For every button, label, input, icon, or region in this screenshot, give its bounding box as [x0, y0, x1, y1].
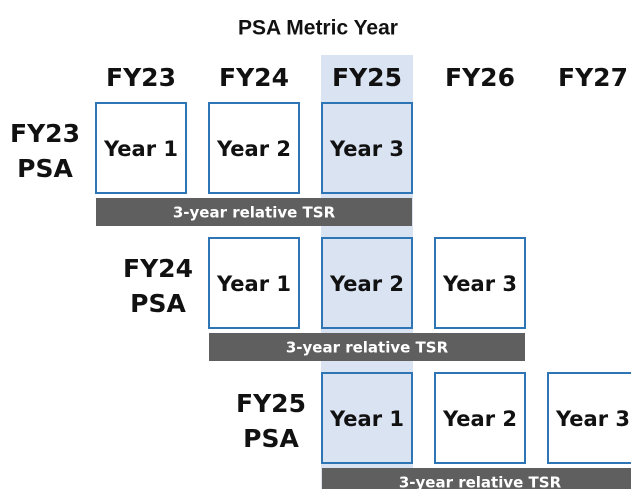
row-label: FY24: [123, 254, 193, 283]
row-label: PSA: [130, 289, 186, 318]
year-box: [434, 372, 526, 464]
year-label: Year 2: [216, 137, 291, 161]
title: PSA Metric Year: [238, 17, 398, 40]
tsr-label: 3-year relative TSR: [173, 204, 336, 222]
column-header: FY23: [106, 63, 176, 92]
tsr-label: 3-year relative TSR: [399, 474, 562, 489]
tsr-bar: [96, 198, 412, 226]
row-label: PSA: [243, 424, 299, 453]
year-label: Year 3: [329, 137, 404, 161]
row-label: FY25: [236, 389, 306, 418]
year-box: [321, 372, 413, 464]
tsr-bar: [322, 468, 631, 489]
column-header: FY27: [558, 63, 628, 92]
year-label: Year 1: [216, 272, 291, 296]
row-label: FY23: [10, 119, 80, 148]
year-box: [321, 237, 413, 329]
year-box: [95, 102, 187, 194]
year-box: [321, 102, 413, 194]
year-label: Year 3: [442, 272, 517, 296]
column-header: FY26: [445, 63, 515, 92]
column-header: FY24: [219, 63, 289, 92]
year-label: Year 2: [329, 272, 404, 296]
year-label: Year 2: [442, 407, 517, 431]
tsr-bar: [209, 333, 525, 361]
row-label: PSA: [17, 154, 73, 183]
column-header: FY25: [332, 63, 402, 92]
year-label: Year 1: [329, 407, 404, 431]
year-box: [434, 237, 526, 329]
year-label: Year 3: [555, 407, 630, 431]
year-label: Year 1: [103, 137, 178, 161]
year-box: [547, 372, 631, 464]
tsr-label: 3-year relative TSR: [286, 339, 449, 357]
year-box: [208, 102, 300, 194]
year-box: [208, 237, 300, 329]
